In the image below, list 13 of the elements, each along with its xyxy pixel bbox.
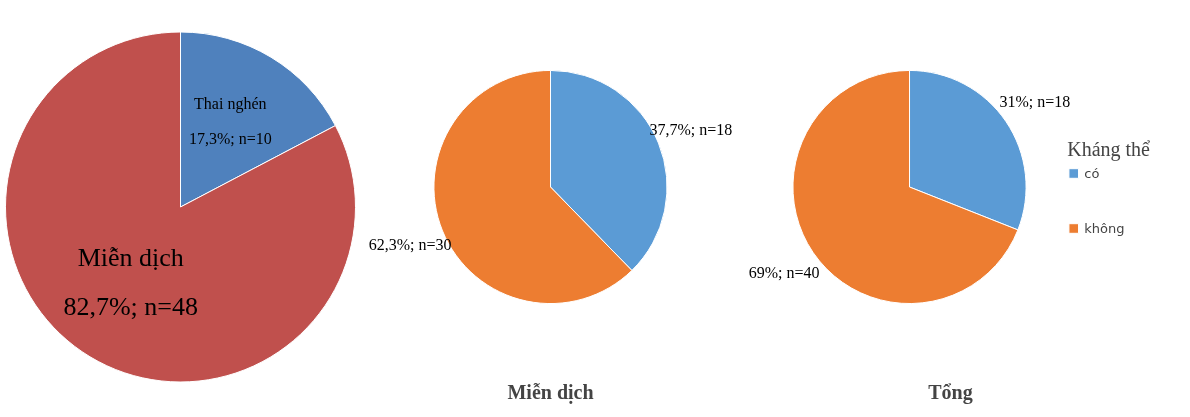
data-label: 82,7%; n=48 bbox=[63, 292, 198, 322]
data-label: 69%; n=40 bbox=[748, 263, 820, 281]
text: Tổng bbox=[928, 380, 973, 404]
slice-label: Miễn dịch bbox=[77, 243, 184, 273]
data-label: 62,3%; n=30 bbox=[368, 235, 452, 253]
text: Miễn dịch bbox=[507, 380, 594, 404]
legend-title: Kháng thể bbox=[1067, 137, 1150, 161]
slice-label: Thai nghén bbox=[194, 95, 267, 114]
data-label: 37,7%; n=18 bbox=[649, 121, 733, 139]
data-label: 31%; n=18 bbox=[999, 93, 1071, 111]
legend-label: không bbox=[1084, 220, 1125, 236]
legend-label: có bbox=[1084, 165, 1101, 181]
data-label: 17,3%; n=10 bbox=[188, 130, 272, 148]
